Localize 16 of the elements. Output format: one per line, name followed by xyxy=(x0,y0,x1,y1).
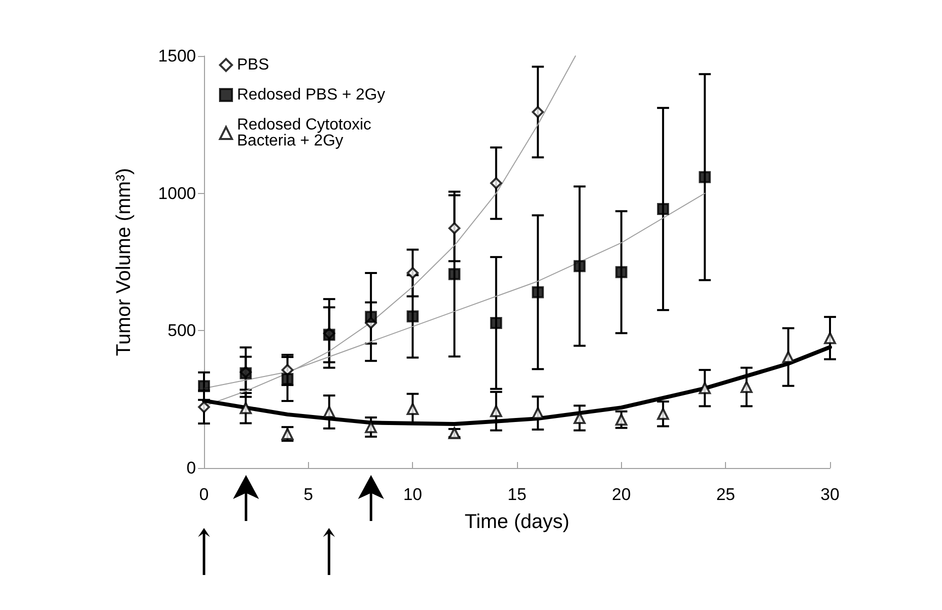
x-tick-label: 5 xyxy=(304,485,314,504)
legend-label: Redosed PBS + 2Gy xyxy=(237,86,386,104)
x-axis-title: Time (days) xyxy=(464,511,570,533)
y-tick-label: 1500 xyxy=(158,46,196,66)
legend-label: PBS xyxy=(237,56,270,74)
y-axis-title: Tumor Volume (mm³) xyxy=(113,168,135,356)
x-tick-label: 20 xyxy=(612,485,631,504)
x-tick-label: 30 xyxy=(820,485,840,504)
y-tick-label: 0 xyxy=(186,458,196,478)
y-tick-label: 1000 xyxy=(158,184,196,203)
x-tick-label: 25 xyxy=(716,485,736,504)
x-tick-label: 10 xyxy=(403,485,422,504)
x-tick-label: 15 xyxy=(508,485,526,504)
y-tick-label: 500 xyxy=(168,321,196,340)
legend-label: Redosed Cytotoxic Bacteria + 2Gy xyxy=(237,116,376,150)
x-tick-label: 0 xyxy=(199,485,209,504)
